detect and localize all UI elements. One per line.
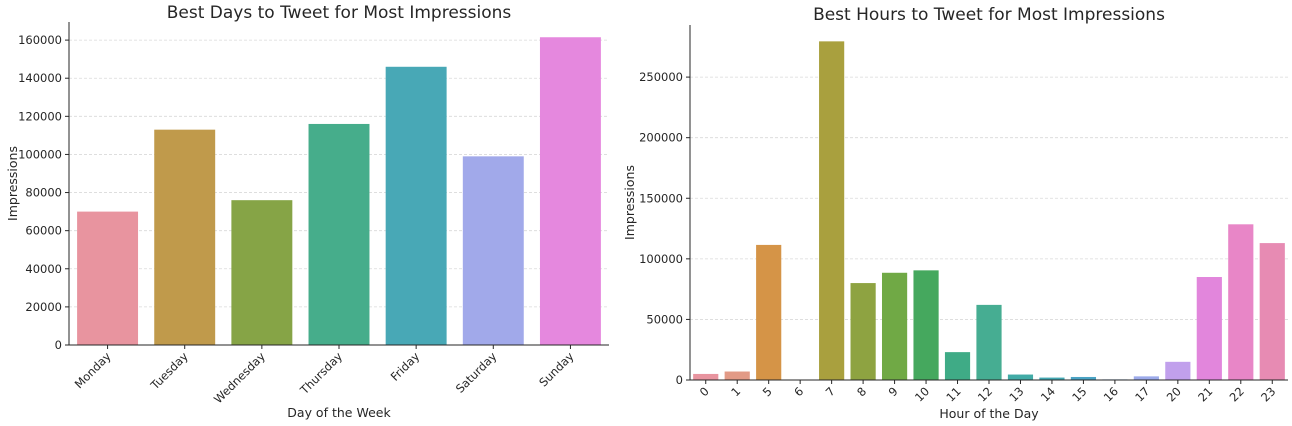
hours-bar-14 [1039,377,1065,380]
hours-xtick-label: 15 [1069,384,1089,404]
hours-bar-21 [1196,277,1222,380]
hours-xtick-label: 10 [912,384,932,404]
days-bar-monday [77,211,139,345]
hours-xtick-label: 8 [854,384,869,399]
days-xtick-label: Thursday [297,349,346,398]
hours-ytick-label: 250000 [639,70,683,84]
days-bar-saturday [462,156,524,345]
hours-bar-13 [1007,374,1034,380]
days-bar-wednesday [231,200,293,345]
hours-chart-title: Best Hours to Tweet for Most Impressions [813,5,1165,25]
days-ytick-label: 60000 [25,224,62,238]
days-ytick-label: 80000 [25,186,62,200]
hours-y-axis-title: Impressions [622,165,637,240]
hours-bar-8 [850,283,876,380]
days-ytick-label: 140000 [18,71,62,85]
hours-xtick-label: 17 [1132,384,1152,404]
days-xtick-label: Tuesday [147,349,191,393]
days-ytick-label: 40000 [25,262,62,276]
hours-bar-11 [944,352,971,380]
days-ytick-label: 0 [55,338,62,352]
hours-xtick-label: 7 [823,384,838,399]
hours-bar-22 [1228,224,1254,380]
days-bar-tuesday [154,129,216,345]
hours-xtick-label: 14 [1038,384,1058,404]
days-ytick-label: 20000 [25,300,62,314]
hours-bar-20 [1165,361,1191,380]
hours-ytick-label: 100000 [639,252,683,266]
hours-bar-15 [1070,376,1097,380]
days-xtick-label: Wednesday [211,349,268,406]
hours-xtick-label: 23 [1258,384,1278,404]
hours-xtick-label: 20 [1164,384,1184,404]
days-xtick-label: Monday [72,349,114,391]
days-y-axis-title: Impressions [5,146,20,221]
days-xtick-label: Saturday [453,349,500,396]
hours-xtick-label: 0 [697,384,712,399]
hours-xtick-label: 11 [943,384,963,404]
hours-xtick-label: 16 [1101,384,1121,404]
days-xtick-label: Friday [388,349,423,384]
hours-xtick-label: 6 [791,384,806,399]
days-bar-friday [385,66,447,345]
hours-xtick-label: 22 [1227,384,1247,404]
hours-bar-17 [1133,376,1159,380]
hours-ytick-label: 50000 [646,312,683,326]
hours-xtick-label: 13 [1006,384,1026,404]
days-bar-thursday [308,123,370,345]
days-ytick-label: 120000 [18,109,62,123]
days-chart-title: Best Days to Tweet for Most Impressions [167,3,512,23]
hours-bar-1 [724,371,750,380]
days-ytick-label: 160000 [18,33,62,47]
hours-ytick-label: 150000 [639,191,683,205]
hours-bar-7 [819,41,845,380]
hours-ytick-label: 0 [676,373,683,387]
hours-xtick-label: 9 [886,384,901,399]
hours-ytick-label: 200000 [639,131,683,145]
hours-xtick-label: 1 [728,384,743,399]
days-ytick-label: 100000 [18,147,62,161]
hours-bar-0 [693,373,719,380]
hours-bar-5 [756,244,782,380]
hours-bar-23 [1259,243,1285,380]
hours-bar-10 [913,270,939,380]
hours-xtick-label: 5 [760,384,775,399]
hours-xtick-label: 21 [1195,384,1215,404]
hours-bar-9 [881,272,908,380]
hours-xtick-label: 12 [975,384,995,404]
days-x-axis-title: Day of the Week [287,405,391,420]
days-xtick-label: Sunday [536,349,576,389]
hours-x-axis-title: Hour of the Day [939,406,1039,421]
hours-bar-12 [976,304,1002,380]
days-bar-sunday [539,37,601,345]
